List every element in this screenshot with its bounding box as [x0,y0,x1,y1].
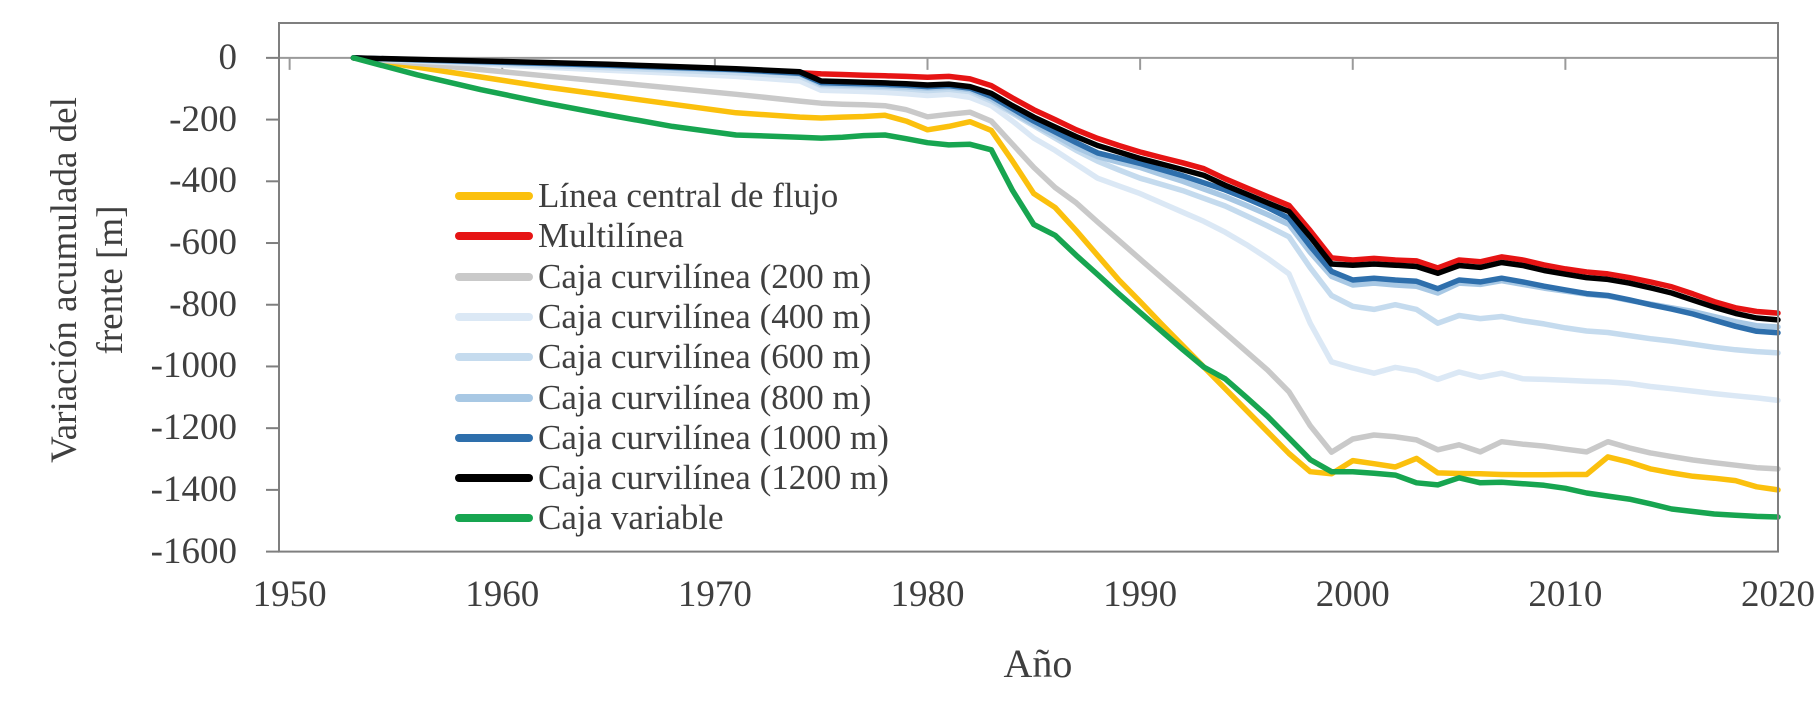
legend-item-caja-curvil-nea-1000-m-: Caja curvilínea (1000 m) [455,418,889,458]
series-line-caja-curvil-nea-1200-m- [350,55,1781,323]
x-tick-label: 1970 [677,574,752,615]
series-line-multil-nea [350,55,1781,316]
plot-border [278,22,1779,553]
y-tick-label: -800 [169,283,237,325]
y-axis-title-line2: frente [m] [90,205,131,355]
y-tick-label: -1200 [150,407,237,449]
series-line-caja-variable [350,55,1781,520]
x-tick-label: 1960 [465,574,540,615]
legend-item-caja-curvil-nea-1200-m-: Caja curvilínea (1200 m) [455,458,889,498]
y-tick-label: -200 [169,98,237,140]
legend-swatch-icon [455,514,533,523]
legend-label: Caja curvilínea (200 m) [538,256,872,296]
legend-label: Multilínea [538,216,684,256]
x-tick-label: 1980 [890,574,965,615]
y-tick-label: -1000 [150,345,237,387]
legend-item-caja-variable: Caja variable [455,498,724,538]
legend-item-caja-curvil-nea-600-m-: Caja curvilínea (600 m) [455,337,871,377]
legend-label: Línea central de flujo [538,176,839,215]
y-tick-label: -1400 [150,468,237,510]
legend-label: Caja variable [538,498,724,538]
y-axis-title: Variación acumulada del frente [m] [42,0,138,590]
legend-swatch-icon [455,272,533,281]
y-tick-label: -600 [169,222,237,264]
y-axis-title-line1: Variación acumulada del [44,97,85,463]
legend-label: Caja curvilínea (1200 m) [538,458,889,498]
x-tick-label: 2010 [1528,574,1603,615]
legend-swatch-icon [455,192,533,200]
x-tick-label: 1990 [1103,574,1178,615]
legend-swatch-icon [455,353,533,362]
legend-swatch-icon [455,474,533,483]
legend-item-l-nea-central-de-flujo: Línea central de flujo [455,176,838,216]
y-tick-label: -1600 [150,530,237,572]
legend-item-caja-curvil-nea-200-m-: Caja curvilínea (200 m) [455,257,871,297]
x-tick-label: 1950 [252,574,327,615]
x-tick-label: 2020 [1741,574,1815,615]
series-line-caja-curvil-nea-200-m- [350,55,1781,472]
legend-item-caja-curvil-nea-400-m-: Caja curvilínea (400 m) [455,297,871,337]
x-axis-title: Año [1003,641,1073,686]
legend-item-caja-curvil-nea-800-m-: Caja curvilínea (800 m) [455,378,871,418]
legend-label: Caja curvilínea (1000 m) [538,417,889,457]
legend-swatch-icon [455,232,533,241]
legend-label: Caja curvilínea (800 m) [538,377,872,417]
legend-swatch-icon [455,433,533,442]
legend-label: Caja curvilínea (600 m) [538,337,872,377]
legend-label: Caja curvilínea (400 m) [538,296,872,336]
x-tick-label: 2000 [1315,574,1390,615]
legend-swatch-icon [455,393,533,402]
y-tick-label: -400 [169,160,237,202]
series-line-l-nea-central-de-flujo [350,55,1781,493]
legend-swatch-icon [455,312,533,321]
y-tick-label: 0 [218,36,238,78]
series-line-caja-curvil-nea-400-m- [350,55,1781,404]
legend-item-multil-nea: Multilínea [455,216,684,256]
